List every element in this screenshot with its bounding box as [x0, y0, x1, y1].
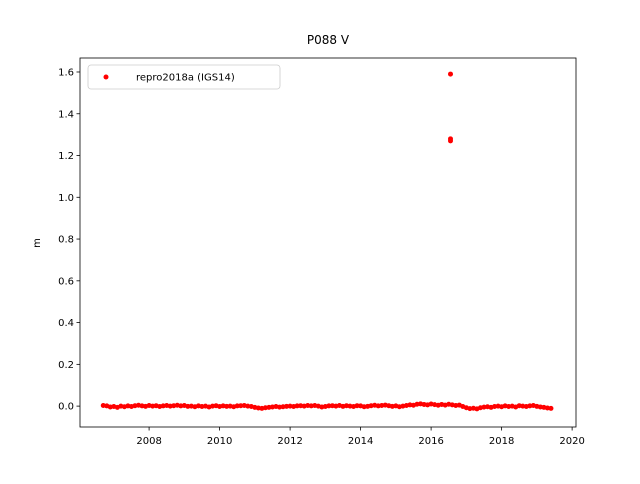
legend-label: repro2018a (IGS14) — [136, 73, 235, 84]
y-tick-label: 0.0 — [58, 402, 74, 413]
y-tick-label: 0.2 — [58, 360, 74, 371]
point — [448, 71, 454, 77]
plot-frame — [79, 57, 577, 428]
point — [238, 403, 244, 409]
x-tick-label: 2020 — [559, 436, 584, 447]
legend-box — [87, 64, 281, 90]
point — [354, 403, 360, 409]
point — [224, 403, 230, 409]
point — [548, 405, 554, 411]
y-tick-label: 1.0 — [58, 193, 74, 204]
point — [284, 403, 290, 409]
x-tick-label: 2018 — [489, 436, 514, 447]
x-tick-label: 2016 — [418, 436, 443, 447]
point — [326, 403, 332, 409]
y-tick-label: 1.6 — [58, 67, 74, 78]
x-tick-label: 2010 — [207, 436, 232, 447]
y-tick-label: 0.6 — [58, 276, 74, 287]
point — [294, 403, 300, 409]
y-tick-label: 0.8 — [58, 235, 74, 246]
point — [448, 138, 454, 144]
y-tick-label: 1.4 — [58, 109, 74, 120]
chart-title: P088 V — [307, 33, 350, 47]
x-tick-label: 2008 — [136, 436, 161, 447]
y-tick-label: 1.2 — [58, 151, 74, 162]
y-tick-label: 0.4 — [58, 318, 74, 329]
point — [234, 403, 240, 409]
x-tick-label: 2012 — [277, 436, 302, 447]
y-axis-label: m — [32, 238, 43, 248]
legend-marker — [103, 74, 109, 80]
x-tick-label: 2014 — [348, 436, 373, 447]
point — [185, 403, 191, 409]
